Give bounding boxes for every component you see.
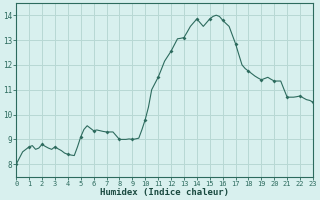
- X-axis label: Humidex (Indice chaleur): Humidex (Indice chaleur): [100, 188, 229, 197]
